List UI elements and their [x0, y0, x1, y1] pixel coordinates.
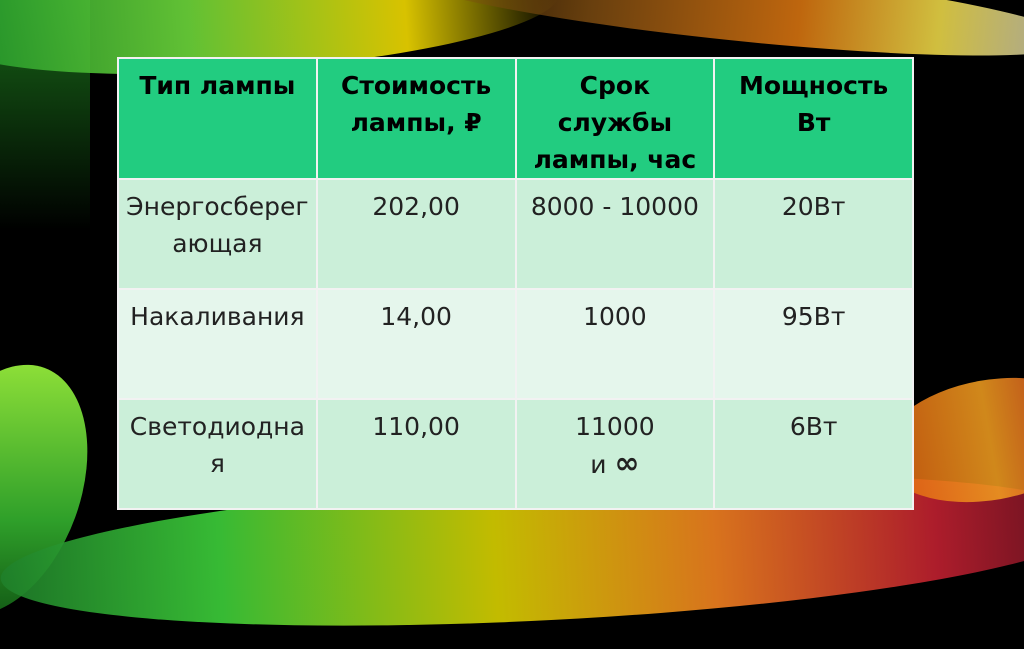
table-row: Светодиодная 110,00 11000 и ∞ 6Вт: [117, 398, 914, 510]
header-power: Мощность Вт: [713, 57, 914, 180]
life-extra-prefix: и: [590, 450, 607, 479]
cell-power: 95Вт: [713, 288, 914, 400]
table-row: Накаливания 14,00 1000 95Вт: [117, 288, 914, 400]
header-cost: Стоимость лампы, ₽: [315, 57, 517, 180]
cell-type: Светодиодная: [117, 398, 318, 510]
cell-life: 1000: [514, 288, 716, 400]
infinity-symbol: ∞: [614, 446, 640, 481]
cell-cost: 110,00: [315, 398, 517, 510]
cell-type: Энергосберегающая: [117, 178, 318, 290]
header-lamp-type: Тип лампы: [117, 57, 318, 180]
cell-cost: 202,00: [315, 178, 517, 290]
cell-power: 6Вт: [713, 398, 914, 510]
cell-life: 8000 - 10000: [514, 178, 716, 290]
background-streak: [0, 340, 120, 640]
lamp-comparison-table: Тип лампы Стоимость лампы, ₽ Срок службы…: [117, 57, 914, 510]
life-extra: и ∞: [523, 445, 708, 483]
table-row: Энергосберегающая 202,00 8000 - 10000 20…: [117, 178, 914, 290]
cell-power: 20Вт: [713, 178, 914, 290]
header-lifetime: Срок службы лампы, час: [514, 57, 716, 180]
life-value: 11000: [575, 412, 655, 441]
cell-type: Накаливания: [117, 288, 318, 400]
background-streak: [0, 0, 90, 574]
cell-cost: 14,00: [315, 288, 517, 400]
cell-life: 11000 и ∞: [514, 398, 716, 510]
header-row: Тип лампы Стоимость лампы, ₽ Срок службы…: [117, 57, 914, 180]
